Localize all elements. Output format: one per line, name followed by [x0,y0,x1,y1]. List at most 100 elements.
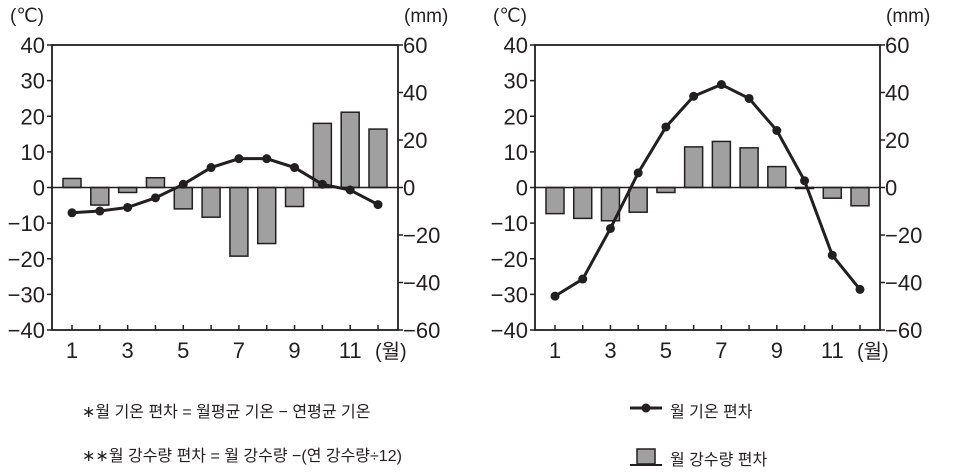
left-tick-label: 20 [504,104,528,129]
legend-line-icon [630,403,662,413]
month-label: 11 [339,338,362,363]
precip-bar [340,111,360,189]
temperature-point [234,154,244,164]
left-axis-unit: (℃) [493,6,527,27]
temperature-point [716,80,726,90]
temperature-point [578,274,588,284]
month-label: 1 [549,338,561,363]
right-tick-label: 60 [403,33,427,58]
month-label: 7 [715,338,727,363]
temperature-point [206,163,216,173]
right-tick-label: −60 [885,318,922,343]
left-tick-label: 10 [21,140,45,165]
left-tick-label: −10 [491,211,528,236]
left-chart: (℃) (mm) 40 30 20 10 0 −10 −20 −30 −40 60 40 20 0 −20 −4… [8,6,449,363]
temperature-point [550,291,560,301]
legend-bar-label: 월 강수량 편차 [670,452,768,469]
left-tick-label: −20 [8,247,45,272]
left-tick-label: 30 [504,69,528,94]
right-axis-unit: (mm) [404,6,448,27]
left-tick-label: −30 [491,282,528,307]
temperature-line [554,82,862,298]
temperature-line [71,157,379,215]
left-tick-label: −40 [8,318,45,343]
left-tick-label: −20 [491,247,528,272]
month-label: 3 [604,338,616,363]
precip-bar [711,140,732,189]
temperature-point [317,179,327,189]
precip-bar [90,186,110,206]
left-tick-label: −10 [8,211,45,236]
precip-bar [767,165,787,189]
temperature-point [689,91,699,101]
precip-bar [628,186,648,213]
precip-bar [545,186,565,215]
precip-bar [62,177,82,189]
right-tick-label: 0 [403,176,415,201]
temperature-point [373,200,383,210]
x-axis-unit: (월) [375,340,407,363]
right-tick-label: 60 [885,33,909,58]
right-tick-label: −20 [403,223,440,248]
temperature-point [661,122,671,132]
left-tick-label: 30 [21,69,45,94]
temperature-point [744,93,754,103]
precip-bar [739,147,759,189]
month-label: 7 [233,338,245,363]
month-label: 1 [66,338,78,363]
legend-bar-icon [630,448,662,466]
right-tick-label: −40 [403,271,440,296]
left-tick-label: 20 [21,104,45,129]
precip-bar [368,128,388,189]
temperature-point [178,179,188,189]
temperature-point [262,154,272,164]
temperature-point [290,163,300,173]
precip-bar [312,122,333,189]
precip-bar [850,186,870,207]
month-label: 9 [288,338,300,363]
month-label: 9 [771,338,783,363]
right-tick-label: 20 [885,128,909,153]
precip-bar [284,186,305,208]
temperature-point [95,206,105,216]
month-label: 5 [177,338,189,363]
precip-bar [201,186,221,218]
left-tick-label: −30 [8,282,45,307]
right-tick-label: 20 [403,128,427,153]
legend-line-label: 월 기온 편차 [670,404,753,421]
temperature-point [605,223,615,233]
x-axis-unit: (월) [857,340,889,363]
precip-bar [229,186,249,257]
left-tick-label: 0 [516,176,528,201]
precip-bar [145,177,166,189]
temperature-point [800,176,810,186]
month-label: 5 [660,338,672,363]
month-label: 3 [122,338,134,363]
temperature-point [855,284,865,294]
left-axis-unit: (℃) [10,6,44,27]
precip-bar [572,186,593,220]
precip-deviation-note: ∗∗월 강수량 편차 = 월 강수량 −(연 강수량÷12) [82,448,402,465]
right-tick-label: −40 [885,271,922,296]
right-tick-label: 40 [403,81,427,106]
precip-bar [683,146,704,189]
right-tick-label: 0 [885,176,897,201]
temperature-point [827,250,837,260]
left-tick-label: 10 [504,140,528,165]
temperature-point [772,126,782,135]
temperature-point [345,185,355,195]
right-chart: (℃) (mm) 40 30 20 10 0 −10 −20 −30 −40 60 40 20 0 −20 −4… [491,6,931,363]
precip-bar [822,186,843,199]
temperature-point [67,208,77,218]
right-tick-label: −20 [885,223,922,248]
left-tick-label: 0 [33,176,45,201]
precip-bar [256,186,277,245]
temperature-point [150,193,160,203]
right-tick-label: 40 [885,81,909,106]
temperature-point [123,202,133,212]
right-tick-label: −60 [403,318,440,343]
month-label: 11 [821,338,844,363]
temperature-point [633,168,643,178]
left-tick-label: −40 [491,318,528,343]
